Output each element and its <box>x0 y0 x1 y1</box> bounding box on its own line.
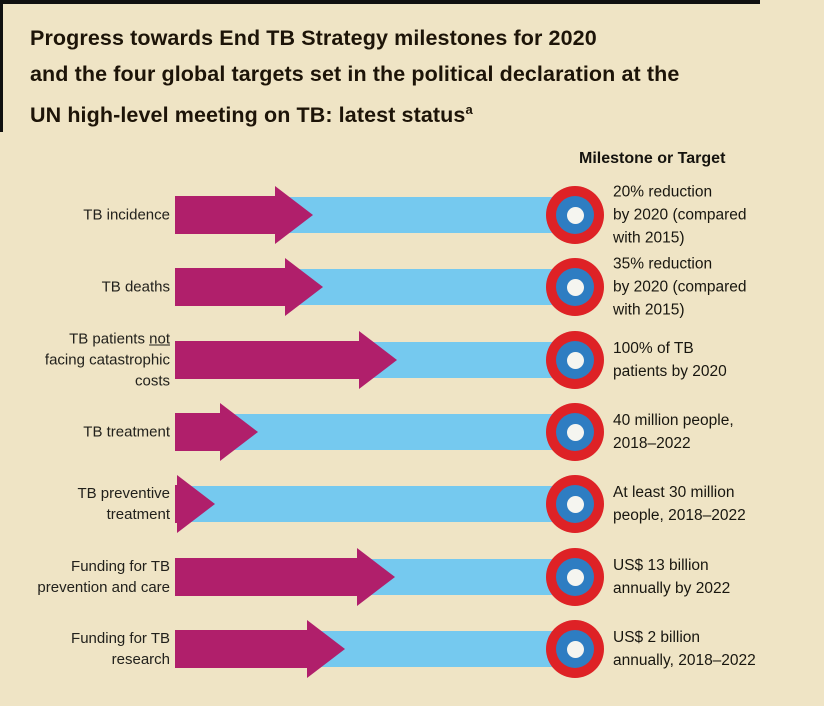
target-dot <box>566 423 584 441</box>
row-label-line: costs <box>134 372 170 390</box>
milestone-text-line: patients by 2020 <box>613 363 727 380</box>
target-ring <box>556 268 594 306</box>
page-title: Progress towards End TB Strategy milesto… <box>30 20 679 133</box>
progress-arrow-head <box>357 548 395 606</box>
row-label-line: TB incidence <box>83 206 170 224</box>
progress-arrow-body <box>175 558 357 596</box>
row-label: TB treatment <box>10 422 170 443</box>
milestone-text-line: by 2020 (compared <box>613 278 747 296</box>
row-label: TB incidence <box>10 205 170 226</box>
row-label-line: TB preventive <box>77 485 170 502</box>
target-ring <box>556 341 594 379</box>
progress-arrow-body <box>175 341 359 379</box>
target-icon <box>546 620 604 678</box>
row-label: Funding for TB research <box>10 628 170 670</box>
milestone-text-line: US$ 13 billion <box>613 557 709 574</box>
target-icon <box>546 258 604 316</box>
screenshot-left-edge <box>0 0 3 132</box>
progress-arrow-body <box>175 413 220 451</box>
row-label-line: Funding for TB <box>71 630 170 647</box>
target-dot <box>566 206 584 224</box>
milestone-text-line: by 2020 (compared <box>613 206 747 224</box>
target-icon <box>546 331 604 389</box>
title-line-1: Progress towards End TB Strategy milesto… <box>30 26 597 50</box>
row-label: Funding for TB prevention and care <box>10 556 170 598</box>
milestone-text-line: annually, 2018–2022 <box>613 652 756 669</box>
target-dot <box>566 640 584 658</box>
progress-arrow-head <box>177 475 215 533</box>
target-ring <box>556 413 594 451</box>
row-label-line: facing catastrophic <box>44 351 170 369</box>
progress-arrow-body <box>175 630 307 668</box>
milestone-text-line: 20% reduction <box>613 183 713 201</box>
target-dot <box>566 278 584 296</box>
milestone-text-line: US$ 2 billion <box>613 629 701 646</box>
milestone-text: 20% reduction by 2020 (compared with 2015) <box>613 181 747 250</box>
progress-track <box>175 486 588 522</box>
milestone-text-line: 100% of TB <box>613 340 694 357</box>
milestone-text: 40 million people, 2018–2022 <box>613 409 734 455</box>
target-icon <box>546 403 604 461</box>
target-icon <box>546 475 604 533</box>
target-ring <box>556 196 594 234</box>
progress-arrow-head <box>359 331 397 389</box>
target-ring <box>556 485 594 523</box>
row-label: TB preventive treatment <box>10 483 170 525</box>
milestone-text: 100% of TB patients by 2020 <box>613 337 727 383</box>
milestone-text-line: people, 2018–2022 <box>613 507 746 524</box>
row-label: TB patients not facing catastrophic costs <box>10 329 170 392</box>
row-label-line: prevention and care <box>37 579 170 596</box>
row-label-line: Funding for TB <box>71 558 170 575</box>
milestone-text-line: 35% reduction <box>613 255 713 273</box>
target-dot <box>566 351 584 369</box>
milestone-text-line: with 2015) <box>613 301 685 319</box>
progress-arrow-head <box>275 186 313 244</box>
progress-arrow-head <box>220 403 258 461</box>
progress-arrow-head <box>307 620 345 678</box>
milestone-text: At least 30 million people, 2018–2022 <box>613 481 746 527</box>
target-icon <box>546 186 604 244</box>
milestone-column-header: Milestone or Target <box>579 150 726 167</box>
row-label-line: TB patients not <box>69 330 170 348</box>
milestone-text: US$ 2 billion annually, 2018–2022 <box>613 626 756 672</box>
milestone-text-line: At least 30 million <box>613 484 735 501</box>
milestone-text-line: 40 million people, <box>613 412 734 429</box>
row-label: TB deaths <box>10 277 170 298</box>
milestone-text: US$ 13 billion annually by 2022 <box>613 554 730 600</box>
progress-arrow-body <box>175 268 285 306</box>
row-label-line: TB treatment <box>83 423 170 441</box>
screenshot-top-edge <box>0 0 760 4</box>
target-dot <box>566 568 584 586</box>
title-line-2: and the four global targets set in the p… <box>30 62 680 86</box>
target-ring <box>556 630 594 668</box>
target-dot <box>566 495 584 513</box>
milestone-text-line: 2018–2022 <box>613 435 691 452</box>
milestone-text: 35% reduction by 2020 (compared with 2015) <box>613 253 747 322</box>
row-label-line: treatment <box>106 506 170 523</box>
milestone-text-line: with 2015) <box>613 229 685 247</box>
progress-arrow-head <box>285 258 323 316</box>
target-icon <box>546 548 604 606</box>
title-footnote-marker: a <box>465 102 473 117</box>
title-line-3-text: UN high-level meeting on TB: latest stat… <box>30 103 466 128</box>
target-ring <box>556 558 594 596</box>
title-line-3: UN high-level meeting on TB: latest stat… <box>30 92 679 133</box>
milestone-text-line: annually by 2022 <box>613 580 731 597</box>
row-label-line: research <box>111 651 170 668</box>
progress-arrow-body <box>175 485 177 523</box>
progress-arrow-body <box>175 196 275 234</box>
row-label-line: TB deaths <box>101 278 170 296</box>
